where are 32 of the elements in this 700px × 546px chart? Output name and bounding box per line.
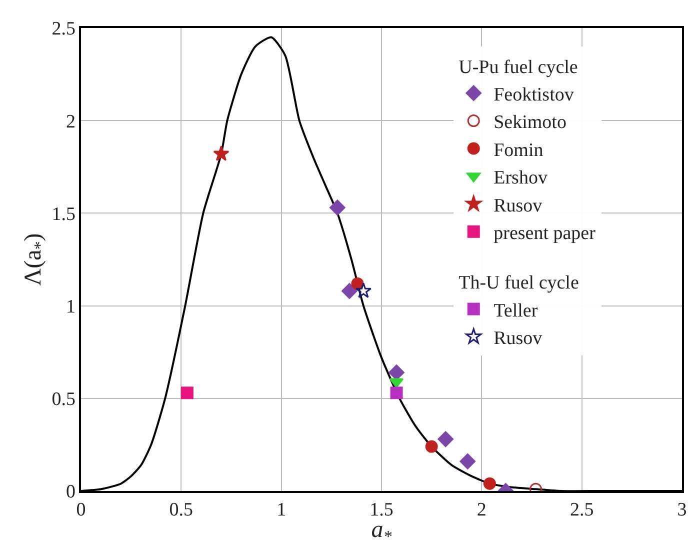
text: U-Pu fuel cycle	[458, 56, 578, 78]
x-tick-label: 2.5	[570, 500, 594, 521]
point	[483, 477, 496, 490]
legend-label: Rusov	[494, 328, 543, 350]
point	[342, 283, 358, 299]
point	[213, 145, 230, 161]
text: Th-U fuel cycle	[458, 272, 579, 294]
legend-label: Fomin	[494, 140, 544, 161]
x-tick-label: 0.5	[169, 500, 194, 521]
point	[388, 364, 404, 380]
legend-label: Feoktistov	[494, 84, 574, 106]
point	[390, 386, 403, 400]
x-tick-label: 1	[276, 500, 286, 521]
point	[330, 200, 346, 216]
legend-label: present paper	[494, 222, 596, 244]
legend-label: Sekimoto	[494, 112, 566, 134]
point	[425, 440, 438, 453]
y-tick-label: 1.5	[52, 204, 76, 225]
legend-label: Rusov	[494, 195, 543, 216]
point	[460, 453, 476, 470]
x-tick-label: 3	[677, 500, 687, 521]
y-tick-label: 0	[66, 482, 76, 503]
y-tick-label: 2.5	[52, 18, 76, 40]
y-tick-label: 1	[66, 296, 76, 318]
legend-label: Teller	[494, 300, 538, 322]
y-tick-label: 2	[66, 111, 76, 132]
legend-label: Ershov	[494, 168, 548, 189]
y-tick-label: 0.5	[52, 389, 76, 410]
point	[355, 282, 372, 298]
point	[180, 386, 194, 400]
point	[438, 431, 454, 448]
x-tick-label: 2	[476, 500, 486, 521]
